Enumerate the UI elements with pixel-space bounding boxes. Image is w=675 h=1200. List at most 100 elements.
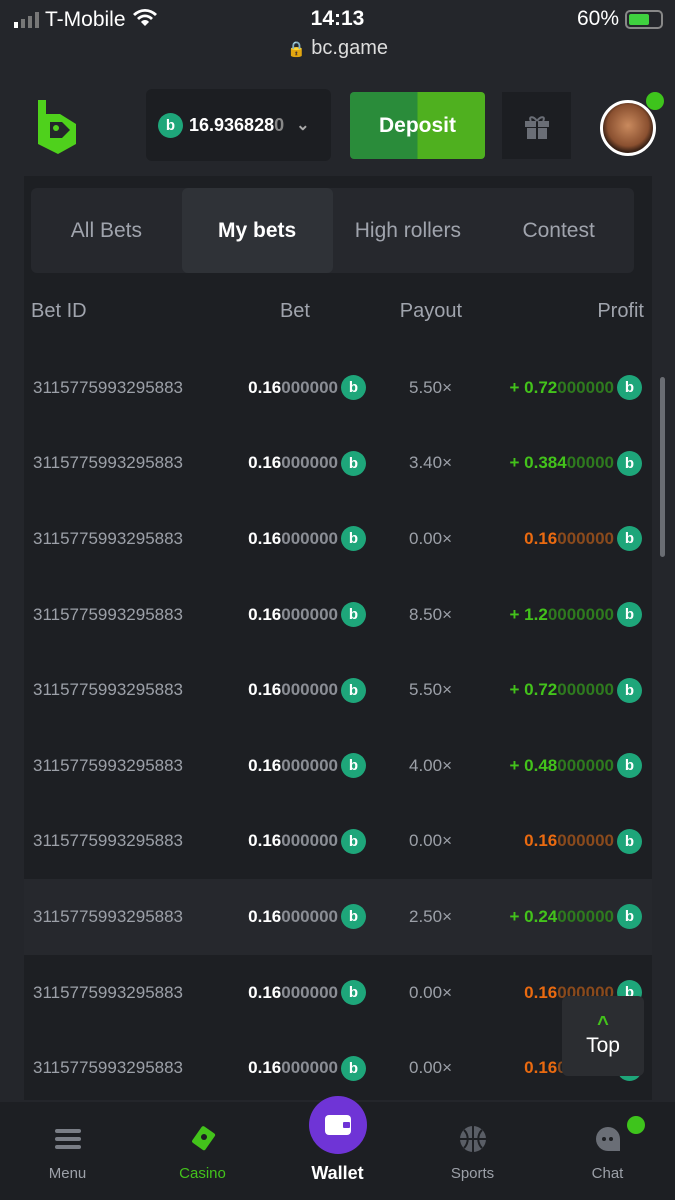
bets-tabs: All Bets My bets High rollers Contest xyxy=(31,188,634,273)
bet-id[interactable]: 3115775993295883 xyxy=(33,1058,184,1078)
bc-coin-icon: b xyxy=(341,753,366,779)
casino-cards-icon xyxy=(189,1125,217,1153)
status-bar: T-Mobile 14:13 60% xyxy=(0,0,675,36)
online-indicator xyxy=(646,92,664,110)
carrier-name: T-Mobile xyxy=(45,8,126,31)
avatar[interactable] xyxy=(600,100,656,156)
nav-wallet[interactable]: Wallet xyxy=(270,1096,405,1200)
bet-id[interactable]: 3115775993295883 xyxy=(33,528,184,548)
profit-dim: 0000000 xyxy=(547,604,614,624)
bc-coin-icon: b xyxy=(341,904,366,930)
balance-value: 16.936828 xyxy=(189,114,275,135)
header: b 16.9368280 ⌄ Deposit xyxy=(0,84,675,170)
payout: 8.50× xyxy=(408,604,452,624)
profit-main: + 0.384 xyxy=(509,453,567,473)
bc-coin-icon: b xyxy=(341,375,366,401)
payout: 4.00× xyxy=(408,755,452,775)
gift-button[interactable] xyxy=(502,92,571,159)
bet-amount-main: 0.16 xyxy=(248,1058,282,1078)
bc-logo[interactable] xyxy=(36,100,78,154)
balance-selector[interactable]: b 16.9368280 ⌄ xyxy=(146,89,331,161)
bet-amount-main: 0.16 xyxy=(248,831,282,851)
bet-id[interactable]: 3115775993295883 xyxy=(33,680,184,700)
profit-dim: 000000 xyxy=(557,528,614,548)
bet-id[interactable]: 3115775993295883 xyxy=(33,831,184,851)
bet-amount-dim: 000000 xyxy=(281,377,338,397)
profit-main: + 0.72 xyxy=(509,680,558,700)
scroll-top-button[interactable]: ^ Top xyxy=(562,996,644,1076)
profit-main: + 0.24 xyxy=(509,906,558,926)
scrollbar[interactable] xyxy=(660,377,665,557)
table-row[interactable]: 3115775993295883 0.16000000 b 2.50× + 0.2… xyxy=(24,879,652,955)
payout: 5.50× xyxy=(408,377,452,397)
tab-all-bets[interactable]: All Bets xyxy=(70,218,142,242)
gift-icon xyxy=(524,115,549,139)
table-row[interactable]: 3115775993295883 0.16000000 b 3.40× + 0.3… xyxy=(24,426,652,502)
bc-coin-icon: b xyxy=(341,450,366,476)
bc-coin-icon: b xyxy=(617,450,642,476)
bc-coin-icon: b xyxy=(341,980,366,1006)
profit: + 0.48000000 b xyxy=(452,753,642,779)
bet-amount: 0.16000000 b xyxy=(206,980,366,1006)
profit-dim: 000000 xyxy=(557,377,614,397)
bc-coin-icon: b xyxy=(617,904,642,930)
signal-icon xyxy=(14,12,39,28)
table-row[interactable]: 3115775993295883 0.16000000 b 5.50× + 0.7… xyxy=(24,652,652,728)
bet-amount-main: 0.16 xyxy=(248,906,282,926)
bet-id[interactable]: 3115775993295883 xyxy=(33,377,184,397)
payout: 2.50× xyxy=(408,906,452,926)
bc-coin-icon: b xyxy=(617,602,642,628)
bet-amount-main: 0.16 xyxy=(248,982,282,1002)
url-bar[interactable]: 🔒 bc.game xyxy=(0,37,675,60)
bet-amount: 0.16000000 b xyxy=(206,828,366,854)
profit: + 0.38400000 b xyxy=(452,450,642,476)
bet-amount: 0.16000000 b xyxy=(206,450,366,476)
bet-amount-dim: 000000 xyxy=(281,982,338,1002)
nav-casino[interactable]: Casino xyxy=(135,1102,270,1200)
bet-amount-dim: 000000 xyxy=(281,453,338,473)
bet-amount: 0.16000000 b xyxy=(206,602,366,628)
bc-coin-icon: b xyxy=(617,753,642,779)
profit-main: 0.16 xyxy=(524,1058,558,1078)
tab-contest[interactable]: Contest xyxy=(522,218,595,242)
nav-menu[interactable]: Menu xyxy=(0,1102,135,1200)
tab-my-bets[interactable]: My bets xyxy=(181,188,333,273)
table-row[interactable]: 3115775993295883 0.16000000 b 8.50× + 1.2… xyxy=(24,577,652,653)
nav-chat-label: Chat xyxy=(591,1165,624,1182)
bet-id[interactable]: 3115775993295883 xyxy=(33,906,184,926)
bet-id[interactable]: 3115775993295883 xyxy=(33,755,184,775)
balance-value-dim: 0 xyxy=(274,114,285,135)
profit: + 0.24000000 b xyxy=(452,904,642,930)
col-bet: Bet xyxy=(279,300,310,322)
bc-coin-icon: b xyxy=(341,1055,366,1081)
profit-main: + 1.2 xyxy=(509,604,548,624)
wifi-icon xyxy=(132,7,158,33)
profit-dim: 000000 xyxy=(557,680,614,700)
table-header: Bet ID Bet Payout Profit xyxy=(31,300,644,323)
menu-icon xyxy=(54,1125,81,1153)
payout: 5.50× xyxy=(408,680,452,700)
profit-main: 0.16 xyxy=(524,982,558,1002)
bc-coin-icon: b xyxy=(341,526,366,552)
profit-main: 0.16 xyxy=(524,831,558,851)
nav-sports[interactable]: Sports xyxy=(405,1102,540,1200)
nav-wallet-label: Wallet xyxy=(311,1163,364,1183)
table-row[interactable]: 3115775993295883 0.16000000 b 5.50× + 0.7… xyxy=(24,350,652,426)
bet-id[interactable]: 3115775993295883 xyxy=(33,982,184,1002)
bet-amount: 0.16000000 b xyxy=(206,753,366,779)
deposit-button[interactable]: Deposit xyxy=(350,92,485,159)
tab-high-rollers[interactable]: High rollers xyxy=(354,218,461,242)
bet-id[interactable]: 3115775993295883 xyxy=(33,604,184,624)
bet-amount-main: 0.16 xyxy=(248,755,282,775)
table-row[interactable]: 3115775993295883 0.16000000 b 4.00× + 0.4… xyxy=(24,728,652,804)
battery-icon xyxy=(625,9,663,29)
profit: + 0.72000000 b xyxy=(452,677,642,703)
nav-chat[interactable]: Chat xyxy=(540,1102,675,1200)
bet-id[interactable]: 3115775993295883 xyxy=(33,453,184,473)
bets-panel: All Bets My bets High rollers Contest Be… xyxy=(24,176,652,1100)
profit-dim: 000000 xyxy=(557,755,614,775)
